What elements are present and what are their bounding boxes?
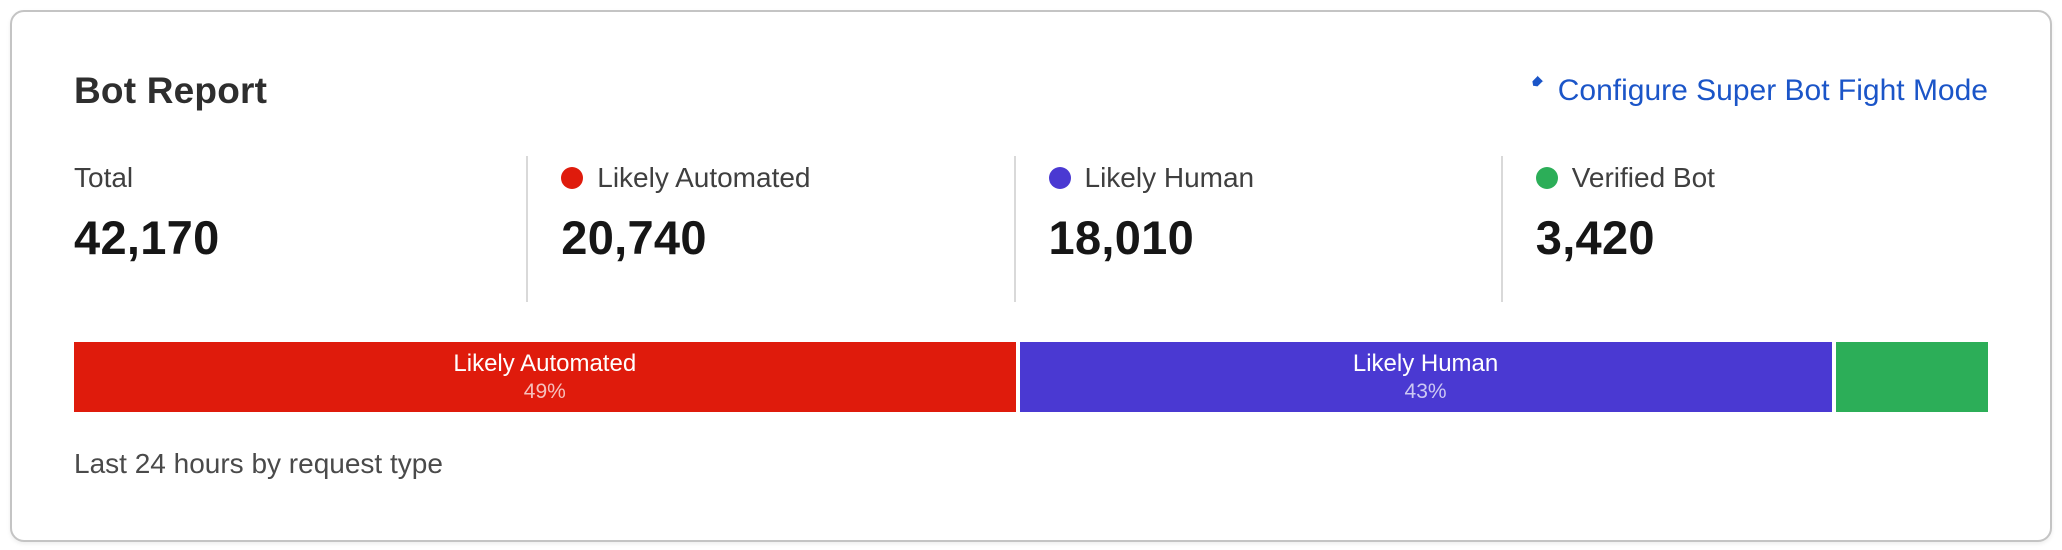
card-header: Bot Report Configure Super Bot Fight Mod… xyxy=(74,70,1988,112)
bar-segment-likely-automated[interactable]: Likely Automated 49% xyxy=(74,342,1016,412)
stat-label: Verified Bot xyxy=(1571,162,1715,193)
configure-super-bot-fight-mode-link[interactable]: Configure Super Bot Fight Mode xyxy=(1511,74,1988,108)
bar-segment-verified-bot[interactable] xyxy=(1835,342,1988,412)
stat-label: Likely Automated xyxy=(597,162,811,193)
stat-value: 18,010 xyxy=(1048,211,1195,264)
stat-label: Total xyxy=(74,162,134,193)
stat-verified-bot: Verified Bot 3,420 xyxy=(1500,156,1988,302)
bar-segment-label: Likely Automated xyxy=(453,349,637,377)
stat-value: 3,420 xyxy=(1535,211,1655,264)
page-title: Bot Report xyxy=(74,70,268,111)
stats-row: Total 42,170 Likely Automated 20,740 Lik… xyxy=(74,156,1988,302)
wrench-icon xyxy=(1532,74,1544,86)
bot-report-card: Bot Report Configure Super Bot Fight Mod… xyxy=(10,10,2052,542)
stat-likely-automated: Likely Automated 20,740 xyxy=(526,156,1013,302)
bar-segment-label: Likely Human xyxy=(1352,349,1499,377)
stat-label: Likely Human xyxy=(1084,162,1255,193)
configure-link-label: Configure Super Bot Fight Mode xyxy=(1557,74,1988,107)
bar-segment-percent: 49% xyxy=(523,379,566,403)
stat-value: 20,740 xyxy=(561,211,707,264)
stat-value: 42,170 xyxy=(74,211,220,264)
request-type-stacked-bar: Likely Automated 49% Likely Human 43% xyxy=(74,342,1988,412)
verified-bot-dot-icon xyxy=(1535,167,1558,189)
bar-segment-likely-human[interactable]: Likely Human 43% xyxy=(1019,342,1832,412)
likely-human-dot-icon xyxy=(1048,167,1071,189)
likely-automated-dot-icon xyxy=(561,167,584,189)
stat-likely-human: Likely Human 18,010 xyxy=(1013,156,1501,302)
bar-segment-percent: 43% xyxy=(1404,379,1447,403)
footnote: Last 24 hours by request type xyxy=(74,448,443,479)
stat-total: Total 42,170 xyxy=(74,156,526,302)
